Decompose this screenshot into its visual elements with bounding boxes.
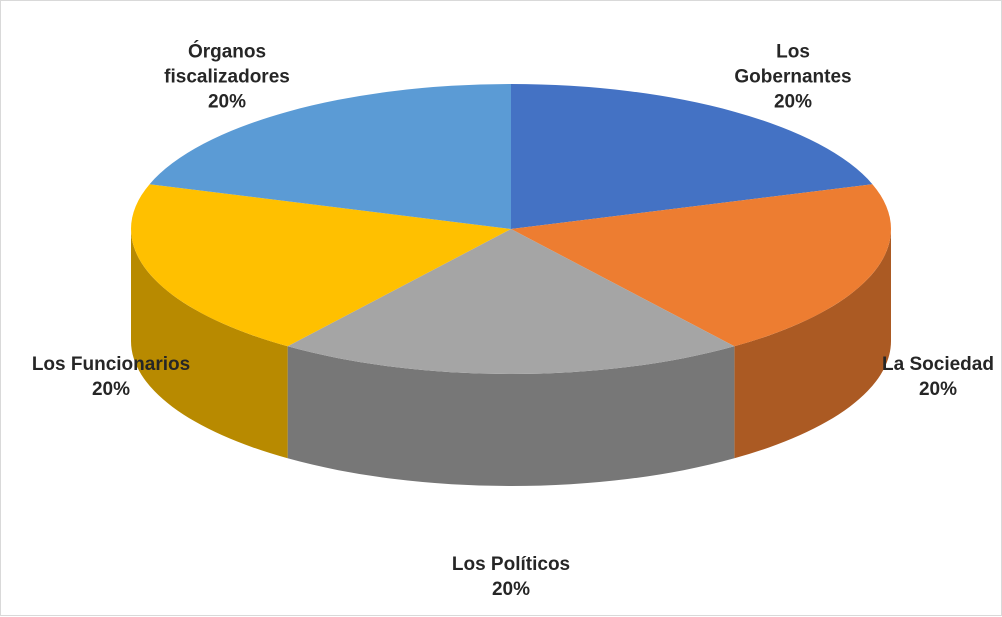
data-label: Órganos fiscalizadores 20%: [152, 40, 302, 115]
value-label: 20%: [918, 379, 958, 400]
pie-slice: [511, 184, 891, 347]
value-label: 20%: [773, 91, 813, 113]
pie-slice: [511, 84, 873, 229]
category-label: Los Políticos: [451, 554, 571, 575]
pie-side: [734, 229, 891, 459]
pie-side: [131, 229, 288, 459]
pie-slice: [287, 229, 735, 374]
pie-slice: [149, 84, 512, 229]
data-label: Los Funcionarios 20%: [32, 352, 190, 402]
value-label: 20%: [491, 579, 531, 600]
data-label: Los Políticos 20%: [452, 552, 570, 602]
value-label: 20%: [91, 379, 131, 400]
category-label: Órganos fiscalizadores: [164, 41, 290, 88]
category-label: Los Funcionarios: [31, 354, 191, 375]
data-label: Los Gobernantes 20%: [728, 40, 858, 115]
category-label: Los Gobernantes: [734, 41, 852, 88]
pie-slice: [131, 184, 511, 347]
value-label: 20%: [207, 91, 247, 113]
pie-side: [287, 346, 735, 486]
category-label: La Sociedad: [882, 354, 994, 375]
data-label: La Sociedad 20%: [882, 352, 994, 402]
